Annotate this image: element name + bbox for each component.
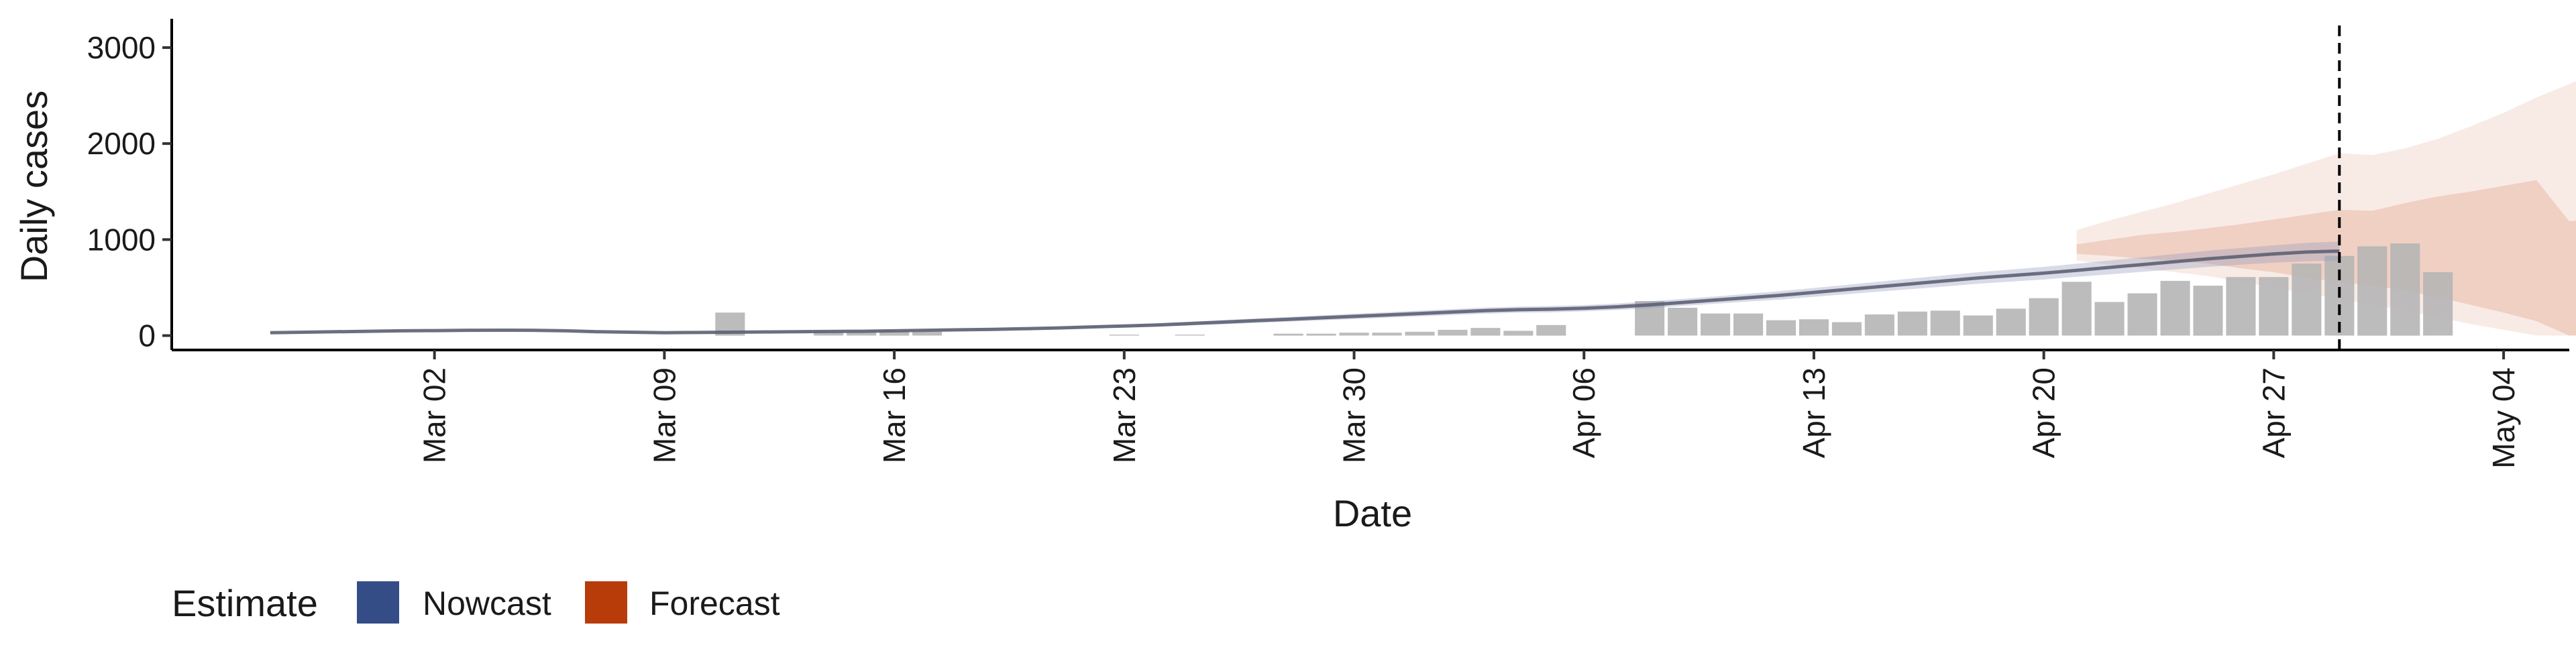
observed-case-bar [847,331,877,336]
observed-case-bar [1930,310,1960,336]
y-tick-label: 2000 [87,126,156,161]
x-tick-label: Apr 06 [1566,367,1601,459]
x-tick-label: Mar 16 [877,367,912,463]
observed-case-bar [1897,311,1927,336]
observed-case-bar [2226,277,2256,336]
observed-case-bar [1799,319,1829,336]
observed-case-bar [1864,314,1894,336]
observed-case-bar [1536,325,1566,336]
legend-swatch-nowcast [357,581,399,624]
observed-case-bar [2127,293,2157,336]
x-tick-label: Mar 02 [417,367,452,463]
observed-case-bar [912,331,943,336]
observed-case-bar [1996,308,2026,336]
observed-case-bar [2160,280,2190,336]
y-axis-title: Daily cases [13,91,55,282]
forecast-outer-band [2076,81,2576,336]
legend-label-nowcast: Nowcast [423,585,551,622]
observed-case-bar [879,331,910,336]
observed-case-bar [1701,313,1731,336]
x-tick-label: Apr 27 [2256,367,2291,459]
x-tick-label: Mar 30 [1337,367,1372,463]
x-axis-title: Date [1333,492,1412,534]
observed-case-bar [2193,286,2223,336]
observed-case-bar [1668,308,1698,336]
observed-case-bar [1438,329,1468,336]
y-tick-label: 1000 [87,222,156,257]
observed-case-bar [2061,282,2092,336]
observed-case-bar [2094,302,2125,336]
observed-case-bar [2259,277,2289,336]
observed-case-bar [1733,313,1764,336]
observed-case-bar [1339,333,1369,336]
observed-case-bar [2029,298,2059,336]
legend: Estimate Nowcast Forecast [172,581,780,624]
x-tick-label: Mar 09 [647,367,682,463]
observed-case-bar [1963,315,1993,336]
observed-case-bar [1503,331,1534,336]
legend-label-forecast: Forecast [649,585,780,622]
observed-case-bar [1273,333,1303,336]
y-tick-label: 3000 [87,30,156,65]
x-tick-label: May 04 [2486,367,2521,469]
legend-title: Estimate [172,582,318,624]
observed-case-bar [2292,263,2322,336]
x-tick-label: Mar 23 [1107,367,1142,463]
plot-area [270,25,2576,350]
observed-case-bar [1766,320,1796,336]
observed-case-bar [1470,328,1501,336]
observed-case-bar [2390,243,2420,336]
observed-case-bar [1831,322,1862,336]
x-tick-label: Apr 20 [2027,367,2061,459]
observed-case-bar [1372,333,1402,336]
observed-case-bar [2423,272,2453,336]
observed-case-bar [814,331,844,336]
nowcast-median-line [270,249,2340,335]
observed-case-bar [1306,333,1336,336]
axes: 0 1000 2000 3000 Mar 02 Mar 09 Mar 16 Mar 23 Mar… [87,19,2569,469]
nowcast-band [270,241,2340,333]
observed-case-bar [2357,246,2387,336]
legend-swatch-forecast [585,581,627,624]
y-tick-label: 0 [138,318,156,353]
observed-case-bar [1405,331,1435,336]
x-tick-label: Apr 13 [1796,367,1831,459]
